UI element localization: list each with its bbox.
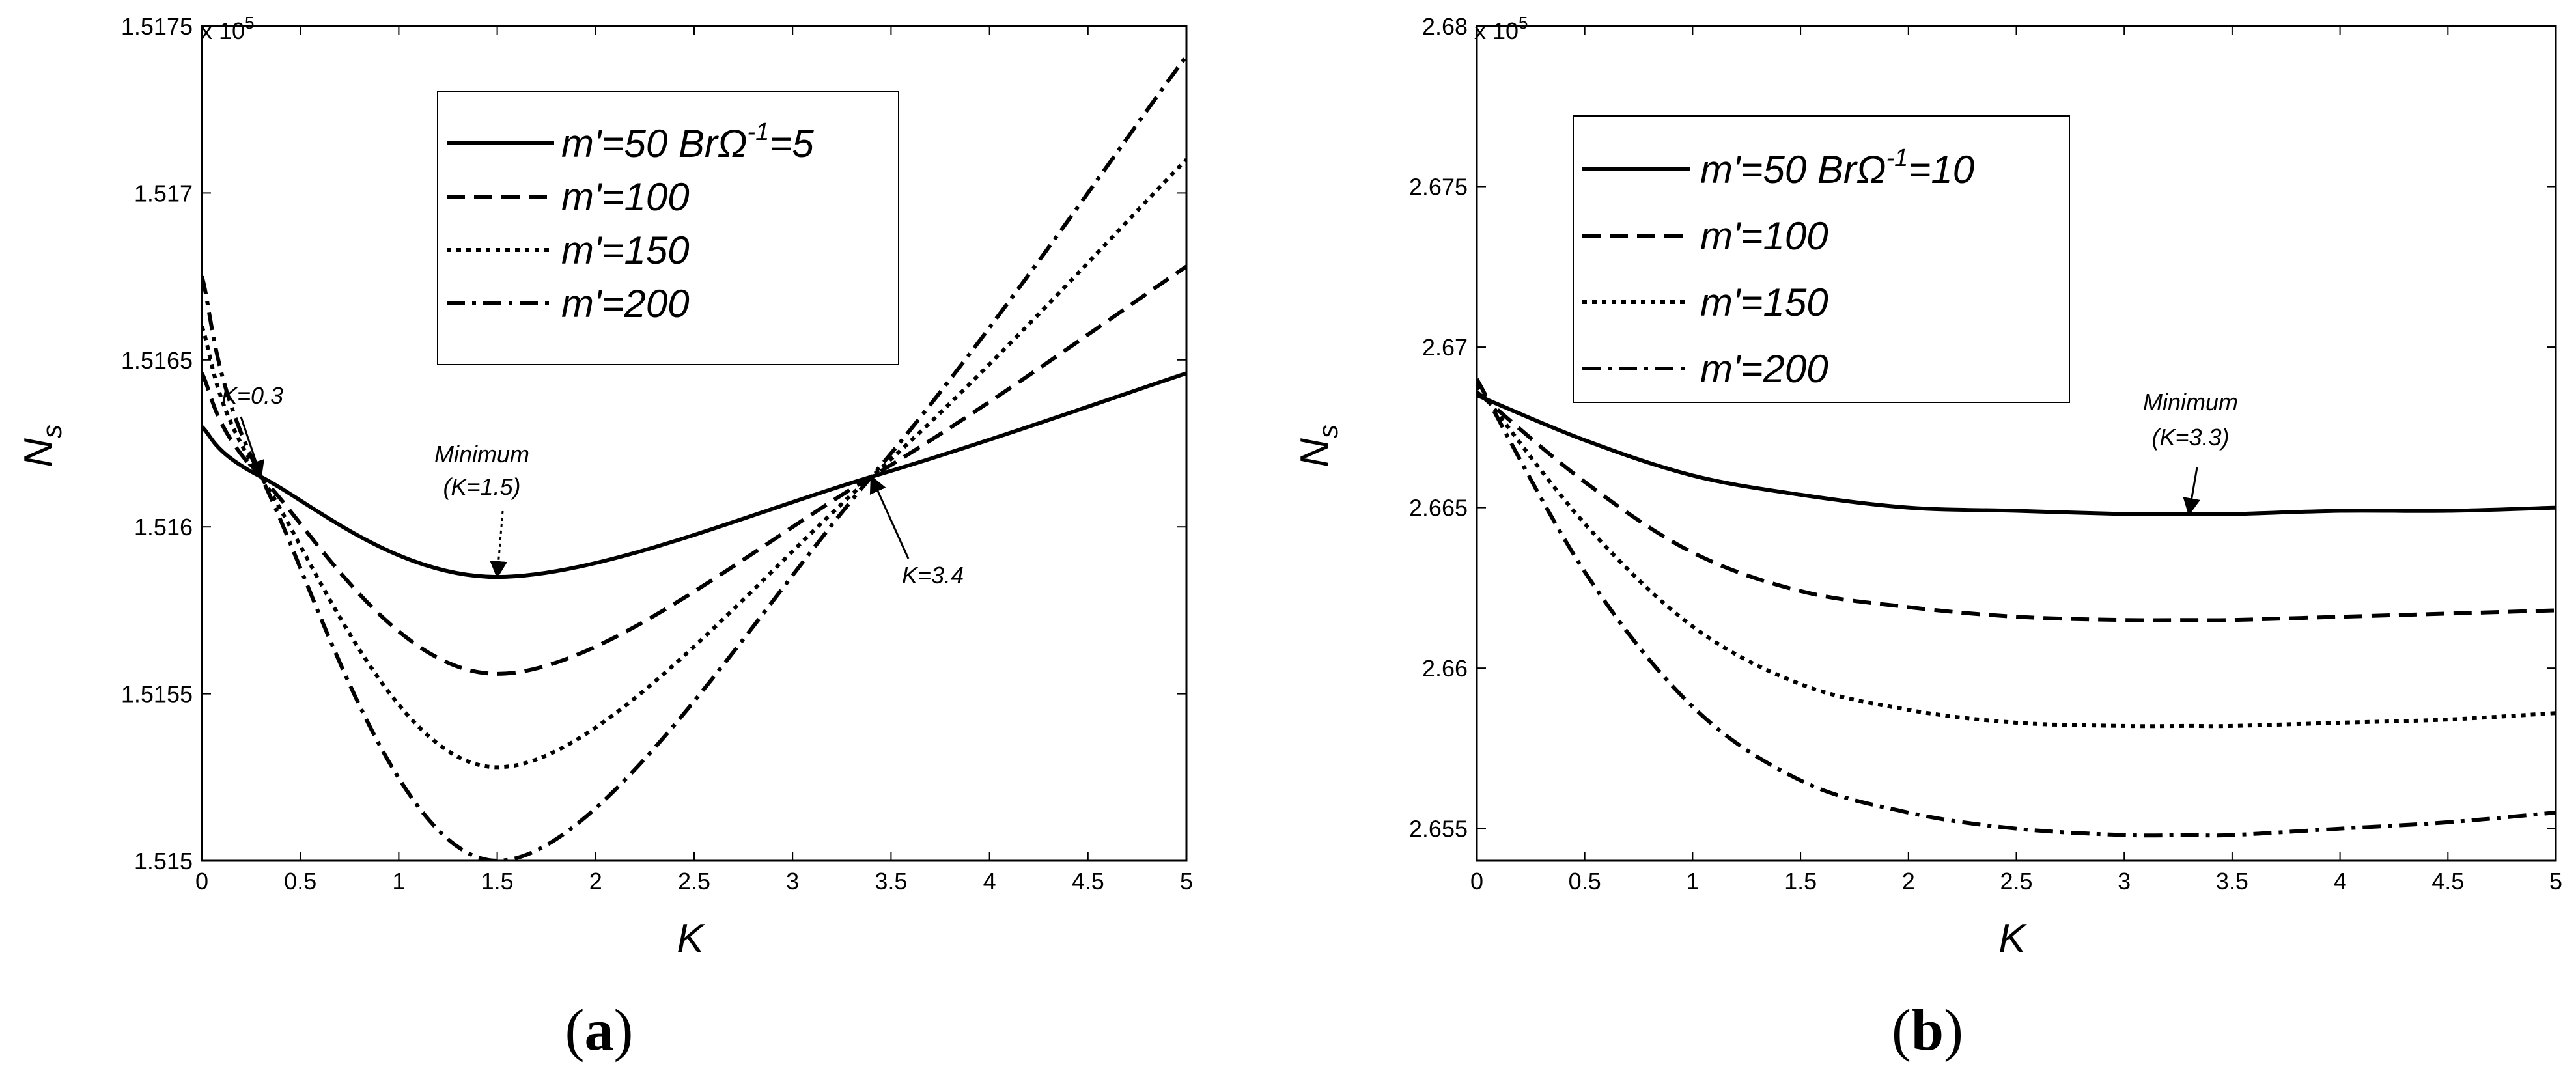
chart-a-series-line-1	[202, 371, 1186, 579]
chart-b-y-tick-label: 2.66	[1422, 655, 1468, 682]
chart-b-y-tick-label: 2.67	[1422, 334, 1468, 361]
chart-b-legend: m'=50 BrΩ-1=10 m'=100 m'=150 m'=200	[1573, 115, 2070, 403]
chart-b-plot-frame	[1476, 25, 2557, 862]
chart-a-annotation-arrow	[240, 416, 264, 479]
chart-a-x-tick-label: 4	[983, 868, 996, 895]
chart-b-y-tick-label: 2.675	[1409, 174, 1468, 201]
chart-a-legend-label: m'=50 BrΩ-1=5	[561, 118, 814, 165]
chart-b-series-line-2	[1477, 390, 2556, 622]
chart-a-y-tick-label: 1.5165	[121, 347, 193, 374]
chart-b-x-tick-label: 1.5	[1784, 868, 1817, 895]
chart-b-x-tick-label: 4.5	[2431, 868, 2464, 895]
chart-a-annotation-arrow	[869, 475, 910, 559]
chart-a-x-tick-label: 0.5	[284, 868, 316, 895]
chart-a-panel-label: (a)	[565, 998, 634, 1063]
chart-a-annotation-text: K=0.3	[221, 382, 283, 409]
chart-a-x-tick-label: 1.5	[481, 868, 514, 895]
chart-b-series	[1477, 378, 2556, 838]
chart-b-annotation-arrow	[2183, 467, 2201, 516]
chart-b-legend-label: m'=100	[1700, 214, 1828, 258]
chart-a-x-tick-label: 2.5	[678, 868, 710, 895]
chart-b-y-tick-label: 2.665	[1409, 495, 1468, 522]
chart-a-y-tick-label: 1.5155	[121, 681, 193, 708]
chart-panel-a: 0 0.5 1 1.5 2 2.5 3 3.5 4 4.5 5 1.5151.51551.5161.…	[16, 13, 1193, 1063]
chart-b-x-tick-label: 1	[1686, 868, 1699, 895]
chart-b-panel-label: (b)	[1892, 998, 1963, 1063]
chart-b-series-line-1	[1477, 393, 2556, 516]
chart-a-x-tick-label: 2	[589, 868, 602, 895]
chart-a-x-tick-label: 0	[195, 868, 208, 895]
chart-b-x-tick-label: 2	[1902, 868, 1915, 895]
chart-b-y-ticks: 2.655 2.66 2.665 2.67 2.675 2.68	[1409, 13, 2556, 843]
chart-a-annotation-arrow	[490, 510, 508, 579]
chart-b-y-axis-label: Ns	[1293, 425, 1343, 467]
chart-b-x-tick-label: 3	[2118, 868, 2131, 895]
chart-b-x-axis-label: K	[1998, 916, 2027, 961]
chart-a-legend-label: m'=100	[561, 175, 690, 219]
chart-b-x-ticks: 0 0.5 1 1.5 2 2.5 3 3.5 4 4.5 5	[1470, 26, 2562, 895]
chart-a-x-tick-label: 1	[392, 868, 405, 895]
chart-a-x-tick-label: 4.5	[1072, 868, 1104, 895]
chart-a-legend-label: m'=150	[561, 229, 690, 272]
chart-a-annotation-text: (K=1.5)	[443, 473, 520, 500]
chart-b-legend-label: m'=50 BrΩ-1=10	[1700, 145, 1974, 191]
chart-b-legend-box	[1573, 115, 2070, 403]
chart-a-x-tick-label: 3	[786, 868, 799, 895]
chart-a-x-tick-label: 3.5	[875, 868, 907, 895]
chart-b-x-tick-label: 3.5	[2216, 868, 2248, 895]
chart-b-y-tick-label: 2.655	[1409, 816, 1468, 843]
chart-a-x-tick-label: 5	[1180, 868, 1193, 895]
chart-a-x-axis-label: K	[677, 916, 705, 961]
chart-b-x-tick-label: 5	[2549, 868, 2562, 895]
chart-b-legend-label: m'=150	[1700, 281, 1828, 324]
chart-b-x-tick-label: 0	[1470, 868, 1483, 895]
chart-a-annotation-text: K=3.4	[902, 562, 964, 589]
chart-a-plot-frame	[201, 25, 1188, 862]
chart-a-y-ticks: 1.515 1.5155 1.516 1.5165 1.517 1.5175	[121, 13, 1186, 874]
chart-b-x-tick-label: 0.5	[1569, 868, 1601, 895]
chart-b-legend-label: m'=200	[1700, 347, 1828, 391]
chart-a-legend-box	[437, 91, 899, 365]
chart-a-y-multiplier: x 105	[201, 13, 255, 44]
chart-a-y-tick-label: 1.516	[134, 514, 193, 540]
chart-b-x-tick-label: 4	[2334, 868, 2347, 895]
chart-a-y-tick-label: 1.5175	[121, 13, 193, 40]
chart-a-y-tick-label: 1.515	[134, 848, 193, 874]
chart-b-annotations: Minimum (K=3.3)	[2143, 389, 2238, 516]
chart-a-y-tick-label: 1.517	[134, 180, 193, 206]
chart-a-y-axis-label: Ns	[16, 425, 67, 467]
chart-b-y-tick-label: 2.68	[1422, 13, 1468, 40]
chart-a-annotations: K=0.3 Minimum (K=1.5) K=3.4	[221, 382, 964, 589]
chart-b-y-multiplier: x 105	[1474, 13, 1528, 44]
chart-a-x-ticks: 0 0.5 1 1.5 2 2.5 3 3.5 4 4.5 5	[195, 26, 1193, 895]
chart-b-x-tick-label: 2.5	[2000, 868, 2032, 895]
chart-panel-b: 0 0.5 1 1.5 2 2.5 3 3.5 4 4.5 5 2.655 2.66 2.665 2.67…	[1293, 13, 2562, 1063]
chart-b-annotation-text: (K=3.3)	[2151, 424, 2229, 451]
chart-b-series-line-3	[1477, 384, 2556, 729]
chart-a-annotation-text: Minimum	[434, 441, 529, 467]
chart-b-annotation-text: Minimum	[2143, 389, 2238, 415]
chart-b-series-line-4	[1477, 378, 2556, 838]
chart-a-legend: m'=50 BrΩ-1=5 m'=100 m'=150 m'=200	[437, 91, 899, 365]
chart-a-legend-label: m'=200	[561, 282, 690, 326]
